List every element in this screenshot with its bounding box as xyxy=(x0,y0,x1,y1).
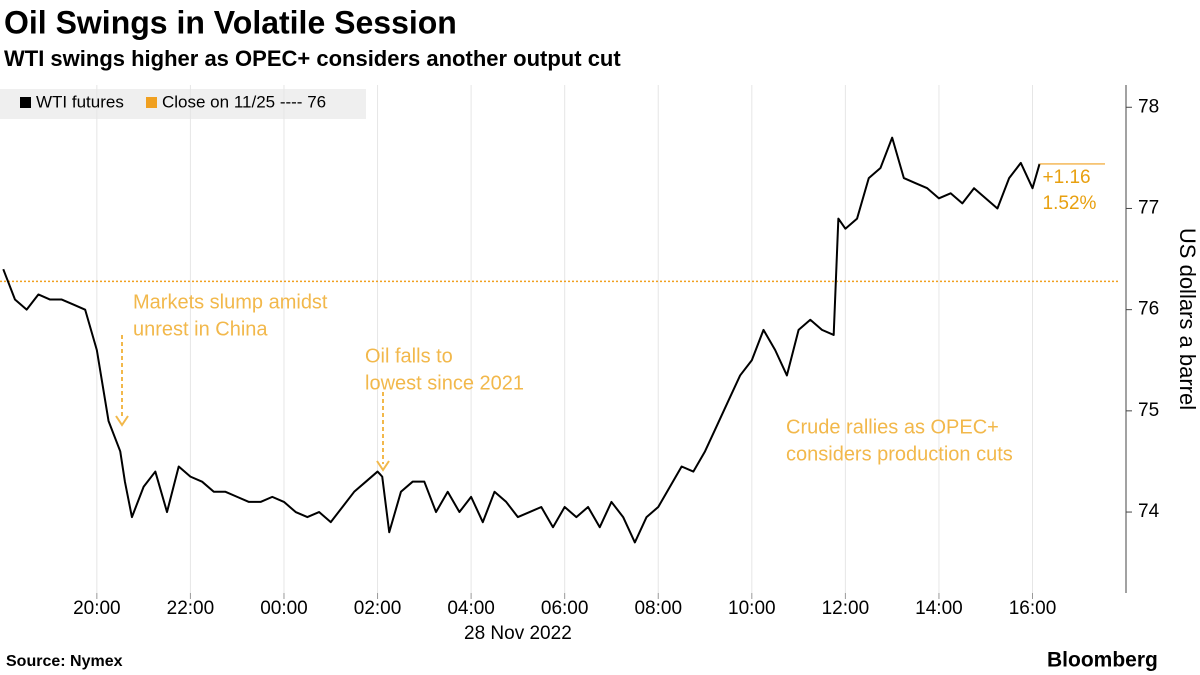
x-tick-label: 08:00 xyxy=(634,598,682,619)
y-tick-label: 77 xyxy=(1138,197,1159,218)
annotation: Crude rallies as OPEC+ xyxy=(786,416,999,438)
legend-swatch xyxy=(146,97,157,108)
y-tick-label: 75 xyxy=(1138,400,1159,421)
x-tick-label: 06:00 xyxy=(541,598,589,619)
annotation: Oil falls to xyxy=(365,345,453,367)
legend-label: WTI futures xyxy=(36,92,124,111)
x-tick-label: 20:00 xyxy=(73,598,121,619)
annotation-arrowhead xyxy=(115,415,129,427)
x-axis-label: 28 Nov 2022 xyxy=(464,623,572,644)
legend-box xyxy=(0,89,366,119)
x-tick-label: 22:00 xyxy=(167,598,215,619)
logo: Bloomberg xyxy=(1047,649,1158,672)
y-tick-label: 78 xyxy=(1138,96,1159,117)
change-label: +1.16 xyxy=(1043,167,1091,188)
price-line xyxy=(2,136,1041,544)
x-tick-label: 14:00 xyxy=(915,598,963,619)
x-tick-label: 12:00 xyxy=(822,598,870,619)
annotation-arrowhead xyxy=(376,460,390,472)
legend-swatch xyxy=(20,97,31,108)
x-tick-label: 02:00 xyxy=(354,598,402,619)
legend-label: Close on 11/25 ---- 76 xyxy=(162,92,326,111)
change-percent-label: 1.52% xyxy=(1043,193,1097,214)
y-axis-label: US dollars a barrel xyxy=(1175,228,1200,410)
source: Source: Nymex xyxy=(6,653,123,670)
y-tick-label: 76 xyxy=(1138,299,1159,320)
x-tick-label: 00:00 xyxy=(260,598,308,619)
y-tick-label: 74 xyxy=(1138,501,1160,522)
x-tick-label: 04:00 xyxy=(447,598,495,619)
x-tick-label: 10:00 xyxy=(728,598,776,619)
annotation: considers production cuts xyxy=(786,443,1013,465)
x-tick-label: 16:00 xyxy=(1009,598,1057,619)
annotation: Markets slump amidst xyxy=(133,291,328,313)
annotation: lowest since 2021 xyxy=(365,372,524,394)
annotation: unrest in China xyxy=(133,318,268,340)
chart-title: Oil Swings in Volatile Session xyxy=(4,4,457,40)
chart-subtitle: WTI swings higher as OPEC+ considers ano… xyxy=(4,46,621,71)
